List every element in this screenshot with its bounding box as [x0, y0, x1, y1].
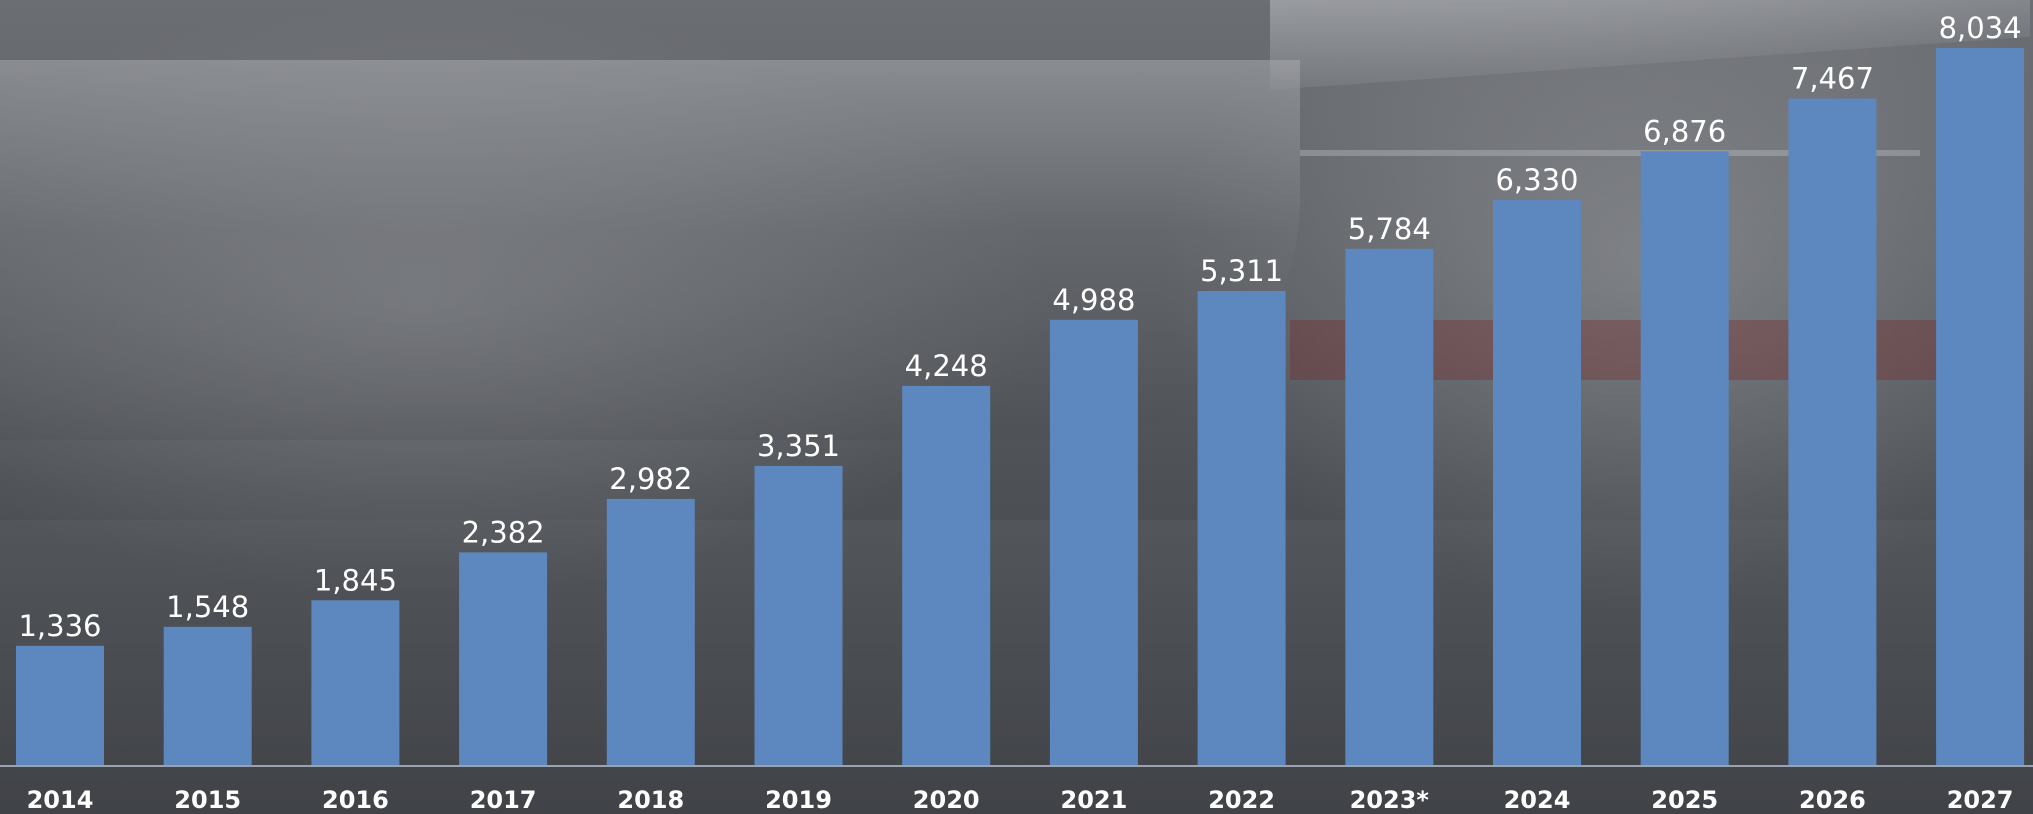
value-label-group: 1,336 1,548 1,845 2,382 2,982 3,351 4,248 4,988… — [18, 11, 2021, 643]
category-label: 2021 — [1061, 786, 1128, 814]
category-label: 2020 — [913, 786, 980, 814]
value-label: 1,845 — [314, 563, 397, 597]
value-label: 2,982 — [609, 462, 692, 496]
value-label: 2,382 — [462, 515, 545, 549]
value-label: 6,876 — [1643, 114, 1726, 148]
bar-2021 — [1049, 319, 1138, 765]
category-label: 2015 — [174, 786, 241, 814]
value-label: 7,467 — [1791, 62, 1874, 96]
bar-2023-forecast — [1345, 248, 1434, 766]
bar-2018 — [606, 498, 695, 765]
bar-2020 — [902, 385, 991, 765]
bar-2024 — [1493, 200, 1581, 766]
value-label: 5,311 — [1200, 254, 1283, 288]
category-label: 2014 — [27, 786, 94, 814]
category-label: 2026 — [1799, 786, 1866, 814]
bar-2015 — [163, 626, 252, 765]
category-label: 2023* — [1350, 786, 1430, 814]
category-label: 2025 — [1651, 786, 1718, 814]
category-label: 2016 — [322, 786, 389, 814]
value-label: 3,351 — [757, 429, 840, 463]
value-label: 8,034 — [1939, 11, 2022, 45]
value-label: 1,336 — [18, 609, 101, 643]
value-label: 4,248 — [905, 349, 988, 383]
bar-2025 — [1640, 151, 1729, 766]
category-label: 2024 — [1504, 786, 1571, 814]
bar-2022 — [1197, 291, 1286, 765]
category-label: 2019 — [765, 786, 832, 814]
value-label: 5,784 — [1348, 212, 1431, 246]
bar-2026 — [1788, 98, 1877, 766]
bar-2016 — [311, 600, 400, 765]
category-label-group: 2014 2015 2016 2017 2018 2019 2020 2021 2022 2023… — [27, 786, 2014, 814]
category-label: 2022 — [1208, 786, 1275, 814]
category-label: 2017 — [470, 786, 537, 814]
bar-2019 — [754, 465, 843, 765]
bar-2017 — [459, 552, 548, 765]
value-label: 4,988 — [1052, 283, 1135, 317]
value-label: 1,548 — [166, 590, 249, 624]
bar-2014 — [16, 645, 104, 765]
bar-group — [16, 48, 2025, 766]
category-label: 2027 — [1947, 786, 2014, 814]
category-label: 2018 — [617, 786, 684, 814]
bar-2027 — [1936, 48, 2025, 765]
value-label: 6,330 — [1495, 163, 1578, 197]
